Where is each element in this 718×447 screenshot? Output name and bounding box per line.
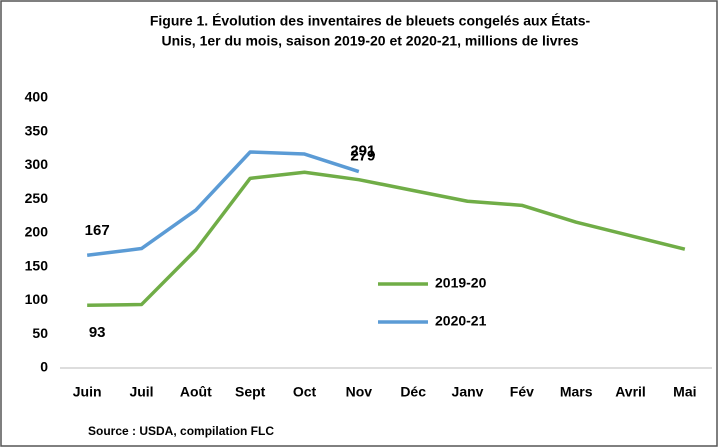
series-line <box>86 150 360 258</box>
x-tick-label: Janv <box>452 384 484 400</box>
x-tick-label: Nov <box>346 384 373 400</box>
x-tick-label: Août <box>180 384 212 400</box>
data-label: 167 <box>85 222 110 239</box>
x-tick-label: Juin <box>73 384 102 400</box>
data-label: 279 <box>350 148 375 165</box>
y-tick-label: 300 <box>25 156 49 172</box>
y-tick-label: 100 <box>25 291 49 307</box>
y-tick-label: 350 <box>25 122 49 138</box>
y-tick-label: 200 <box>25 224 49 240</box>
x-tick-label: Déc <box>400 384 426 400</box>
source-note: Source : USDA, compilation FLC <box>88 424 274 438</box>
legend-label: 2019-20 <box>435 275 487 291</box>
series-line <box>87 170 686 307</box>
y-tick-label: 50 <box>32 325 48 341</box>
y-tick-label: 150 <box>25 257 49 273</box>
chart-title: Unis, 1er du mois, saison 2019-20 et 202… <box>161 33 578 49</box>
x-tick-label: Sept <box>235 384 266 400</box>
data-label: 291 <box>350 143 375 160</box>
y-tick-label: 400 <box>25 89 49 105</box>
x-tick-label: Juil <box>129 384 153 400</box>
x-tick-label: Oct <box>293 384 317 400</box>
legend-label: 2020-21 <box>435 313 487 329</box>
y-tick-label: 0 <box>40 359 48 375</box>
x-tick-label: Mai <box>673 384 696 400</box>
data-label: 93 <box>89 324 106 341</box>
chart-title: Figure 1. Évolution des inventaires de b… <box>150 13 591 29</box>
y-tick-label: 250 <box>25 190 49 206</box>
x-tick-label: Mars <box>560 384 593 400</box>
x-tick-label: Fév <box>510 384 534 400</box>
x-tick-label: Avril <box>615 384 646 400</box>
